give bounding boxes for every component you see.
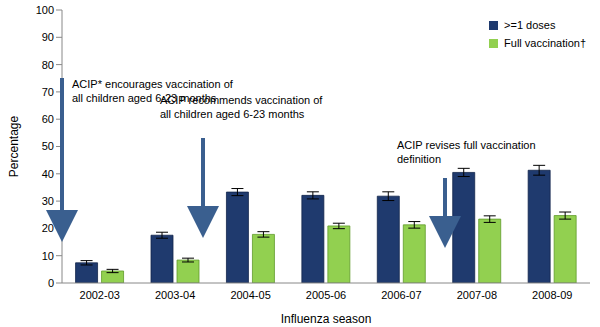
- svg-text:2004-05: 2004-05: [230, 289, 270, 301]
- html-text:Full vaccination†: Full vaccination†: [504, 37, 586, 49]
- svg-text:ACIP revises full vaccination: ACIP revises full vaccination: [397, 139, 536, 151]
- svg-text:2006-07: 2006-07: [381, 289, 421, 301]
- svg-text:2005-06: 2005-06: [306, 289, 346, 301]
- svg-text:90: 90: [42, 31, 54, 43]
- svg-text:2008-09: 2008-09: [532, 289, 572, 301]
- svg-text:2002-03: 2002-03: [80, 289, 120, 301]
- svg-text:all children aged 6-23 months: all children aged 6-23 months: [72, 92, 217, 104]
- svg-text:30: 30: [42, 195, 54, 207]
- svg-text:60: 60: [42, 113, 54, 125]
- html-text:>=1 doses: >=1 doses: [504, 19, 556, 31]
- svg-text:all children aged 6-23 months: all children aged 6-23 months: [160, 108, 305, 120]
- svg-text:100: 100: [36, 4, 54, 16]
- svg-text:2003-04: 2003-04: [155, 289, 195, 301]
- svg-text:80: 80: [42, 59, 54, 71]
- svg-text:ACIP recommends vaccination of: ACIP recommends vaccination of: [160, 94, 323, 106]
- svg-text:Influenza season: Influenza season: [281, 312, 372, 326]
- svg-text:20: 20: [42, 222, 54, 234]
- svg-text:50: 50: [42, 140, 54, 152]
- svg-text:2007-08: 2007-08: [457, 289, 497, 301]
- svg-text:Percentage: Percentage: [7, 115, 21, 177]
- svg-text:0: 0: [48, 277, 54, 289]
- svg-text:ACIP* encourages vaccination o: ACIP* encourages vaccination of: [72, 78, 234, 90]
- svg-text:40: 40: [42, 168, 54, 180]
- svg-text:10: 10: [42, 250, 54, 262]
- svg-text:definition: definition: [397, 153, 441, 165]
- svg-text:70: 70: [42, 86, 54, 98]
